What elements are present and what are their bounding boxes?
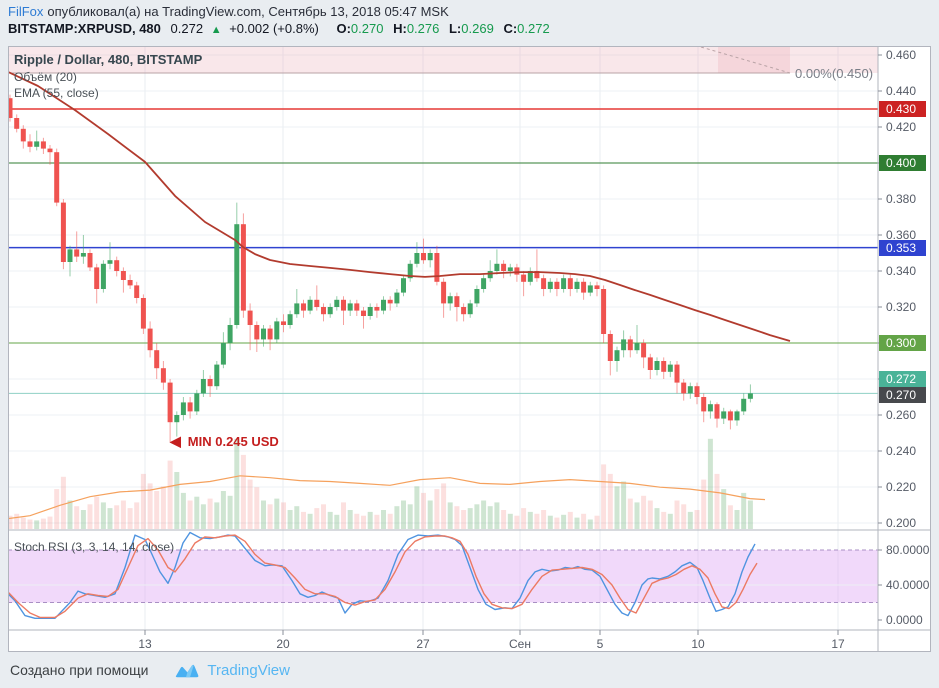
svg-text:0.460: 0.460 (886, 48, 916, 62)
svg-text:0.270: 0.270 (886, 388, 916, 402)
price-change: +0.002 (+0.8%) (229, 21, 319, 36)
tradingview-logo-icon[interactable] (174, 660, 200, 680)
min-annotation-text: MIN 0.245 USD (187, 434, 279, 449)
publish-text: опубликовал(а) на TradingView.com, Сентя… (47, 4, 449, 19)
svg-text:0.220: 0.220 (886, 480, 916, 494)
tradingview-brand-link[interactable]: TradingView (207, 661, 290, 679)
author-link[interactable]: FilFox (8, 4, 44, 19)
open-label: O: (336, 21, 351, 36)
stoch-band (8, 550, 878, 603)
svg-text:0.440: 0.440 (886, 84, 916, 98)
symbol-name: BITSTAMP:XRPUSD, 480 (8, 21, 161, 36)
volume-layer (8, 438, 753, 530)
close-label: C: (503, 21, 518, 36)
range-band (8, 47, 878, 73)
candles-layer (8, 94, 753, 442)
min-annotation: ◀ MIN 0.245 USD (170, 433, 279, 450)
price-badge: 0.272 (879, 371, 926, 387)
price-badge: 0.400 (879, 155, 926, 171)
stoch-axis[interactable]: 80.0000 40.0000 0.0000 (878, 543, 930, 627)
svg-text:0.400: 0.400 (886, 156, 916, 170)
price-badge: 0.300 (879, 335, 926, 351)
symbol-info-bar: BITSTAMP:XRPUSD, 480 0.272 ▲ +0.002 (+0.… (8, 21, 550, 36)
stoch-rsi-label: Stoch RSI (3, 3, 14, 14, close) (14, 540, 175, 554)
stoch-k-line (8, 531, 756, 619)
stoch-d-line (8, 534, 758, 619)
price-badge: 0.353 (879, 240, 926, 256)
chart-canvas[interactable]: 0.460 0.440 0.420 0.400 0.380 0.360 0.340 0.320… (8, 46, 931, 652)
svg-text:0.260: 0.260 (886, 408, 916, 422)
svg-text:10: 10 (691, 637, 705, 651)
min-marker-arrow-icon: ◀ (170, 433, 181, 449)
svg-text:Сен: Сен (509, 637, 531, 651)
svg-text:40.0000: 40.0000 (886, 578, 930, 592)
svg-text:17: 17 (831, 637, 845, 651)
svg-text:0.200: 0.200 (886, 516, 916, 530)
publish-info: FilFox опубликовал(а) на TradingView.com,… (8, 4, 449, 19)
high-value: 0.276 (406, 21, 440, 36)
volume-ma-line (8, 475, 766, 520)
svg-text:13: 13 (138, 637, 152, 651)
low-value: 0.269 (461, 21, 494, 36)
open-value: 0.270 (350, 21, 384, 36)
time-axis[interactable]: 6132027Сен51017 (8, 630, 845, 651)
price-badge: 0.430 (879, 101, 926, 117)
price-up-arrow-icon: ▲ (210, 24, 222, 36)
last-price: 0.272 (170, 21, 204, 36)
svg-text:0.420: 0.420 (886, 120, 916, 134)
svg-text:80.0000: 80.0000 (886, 543, 930, 557)
range-tool-label: 0.00%(0.450) (795, 66, 874, 81)
svg-text:0.300: 0.300 (886, 336, 916, 350)
chart-widget: 0.460 0.440 0.420 0.400 0.380 0.360 0.340 0.320… (8, 46, 931, 652)
svg-text:0.240: 0.240 (886, 444, 916, 458)
svg-text:0.0000: 0.0000 (886, 613, 923, 627)
svg-text:0.272: 0.272 (886, 372, 916, 386)
created-with-text: Создано при помощи (10, 662, 149, 678)
svg-text:0.353: 0.353 (886, 241, 916, 255)
svg-text:0.320: 0.320 (886, 300, 916, 314)
price-badge: 0.270 (879, 387, 926, 403)
svg-text:0.340: 0.340 (886, 264, 916, 278)
ema-line (8, 71, 791, 342)
svg-text:20: 20 (276, 637, 290, 651)
footer: Создано при помощи TradingView (0, 652, 939, 688)
svg-text:0.360: 0.360 (886, 228, 916, 242)
close-value: 0.272 (517, 21, 550, 36)
svg-text:0.430: 0.430 (886, 102, 916, 116)
svg-text:0.380: 0.380 (886, 192, 916, 206)
svg-text:27: 27 (416, 637, 430, 651)
svg-text:5: 5 (597, 637, 604, 651)
high-label: H: (393, 21, 407, 36)
low-label: L: (448, 21, 462, 36)
